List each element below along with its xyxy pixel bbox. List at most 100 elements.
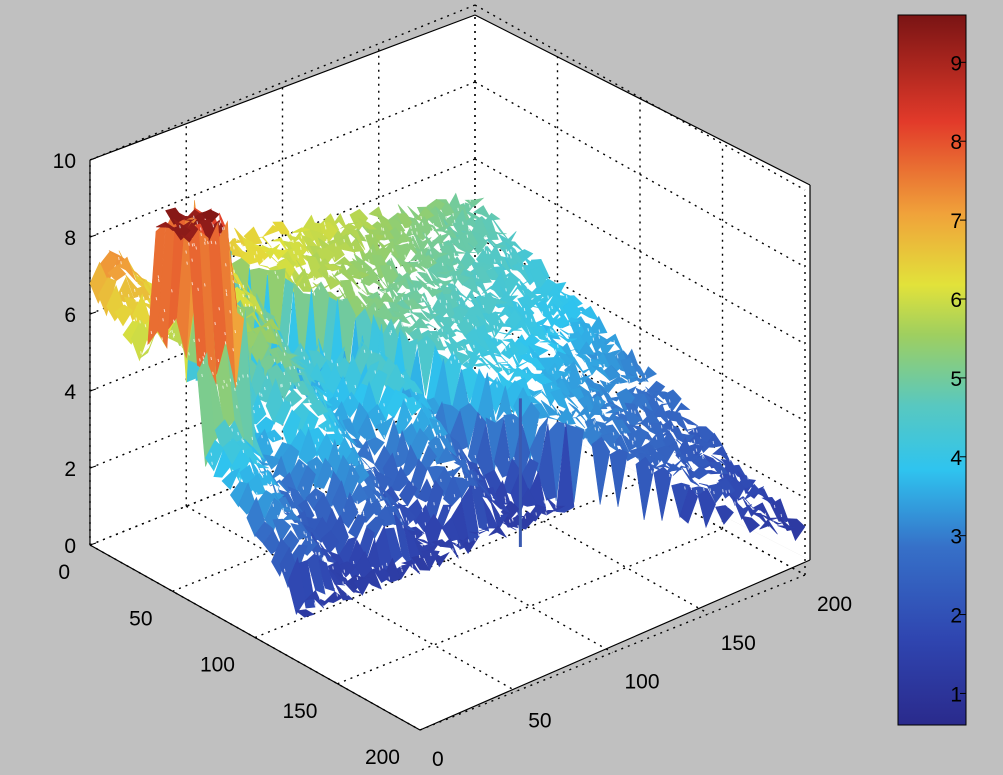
noise-speck [447, 506, 450, 510]
noise-speck [475, 252, 477, 256]
noise-speck [314, 604, 317, 609]
noise-speck [337, 389, 339, 393]
noise-speck [370, 499, 372, 504]
y-tick-label: 200 [365, 746, 400, 769]
noise-speck [369, 216, 371, 220]
surface-patch [379, 485, 399, 506]
noise-speck [734, 501, 736, 505]
noise-speck [558, 331, 561, 335]
noise-speck [242, 284, 245, 288]
noise-speck [258, 470, 260, 474]
noise-speck [253, 255, 256, 259]
noise-speck [446, 236, 449, 240]
noise-speck [578, 323, 581, 328]
noise-speck [300, 518, 302, 522]
noise-speck [474, 454, 477, 459]
noise-speck [430, 260, 433, 264]
noise-speck [313, 602, 316, 606]
noise-speck [452, 465, 454, 469]
noise-speck [628, 378, 631, 383]
noise-speck [623, 432, 626, 436]
surface-patch [489, 499, 509, 531]
noise-speck [507, 458, 510, 462]
surface-patch [422, 298, 441, 315]
noise-speck [412, 240, 414, 245]
noise-speck [613, 443, 616, 447]
noise-speck [416, 231, 418, 235]
surface-patch [434, 205, 454, 228]
surface-patch [447, 256, 466, 270]
noise-speck [400, 231, 403, 235]
noise-speck [453, 494, 456, 498]
noise-speck [334, 243, 337, 247]
colorbar-tick-label: 8 [950, 131, 962, 154]
noise-speck [262, 258, 264, 262]
noise-speck [273, 358, 276, 362]
surface-patch [533, 375, 553, 385]
noise-speck [214, 241, 217, 245]
surface-patch [303, 266, 324, 281]
noise-speck [282, 398, 285, 402]
surface-patch [408, 263, 428, 273]
noise-speck [201, 373, 203, 378]
noise-speck [598, 329, 601, 333]
noise-speck [660, 425, 663, 429]
noise-speck [341, 587, 343, 591]
noise-speck [457, 359, 460, 364]
noise-speck [432, 223, 435, 227]
noise-speck [381, 227, 383, 231]
noise-speck [470, 474, 473, 478]
noise-speck [374, 370, 377, 374]
surface-patch [320, 530, 340, 555]
noise-speck [586, 385, 589, 389]
surface-patch [683, 452, 703, 462]
noise-speck [702, 455, 704, 460]
noise-speck [256, 459, 259, 464]
surface-patch [273, 399, 293, 426]
noise-speck [298, 383, 300, 387]
noise-speck [486, 535, 489, 539]
noise-speck [281, 338, 283, 343]
surface-patch [715, 505, 734, 525]
noise-speck [508, 519, 511, 523]
noise-speck [202, 360, 205, 365]
noise-speck [422, 533, 424, 537]
noise-speck [372, 286, 375, 290]
surface-patch [272, 518, 292, 543]
noise-speck [536, 309, 539, 313]
noise-speck [138, 295, 140, 299]
noise-speck [357, 457, 360, 461]
surface-patch [341, 462, 360, 500]
noise-speck [234, 329, 237, 334]
noise-speck [120, 261, 122, 265]
noise-speck [407, 324, 410, 329]
noise-speck [397, 452, 399, 456]
noise-speck [496, 338, 499, 342]
noise-speck [459, 543, 461, 547]
noise-speck [277, 514, 279, 519]
noise-speck [696, 429, 698, 433]
surface-patch [396, 508, 415, 532]
y-tick-label: 150 [282, 700, 317, 723]
surface-patch [254, 521, 274, 544]
surface-patch [262, 224, 282, 238]
surface-patch [414, 537, 433, 546]
noise-speck [458, 455, 461, 459]
noise-speck [483, 293, 485, 297]
noise-speck [555, 505, 557, 509]
noise-speck [225, 292, 228, 297]
noise-speck [475, 275, 478, 279]
noise-speck [393, 296, 396, 300]
noise-speck [383, 434, 386, 439]
noise-speck [422, 277, 424, 282]
noise-speck [469, 198, 471, 202]
noise-speck [210, 240, 213, 244]
noise-speck [326, 239, 328, 243]
surface-patch [709, 461, 729, 475]
surface-patch [349, 208, 369, 232]
noise-speck [407, 520, 410, 524]
surface-patch [481, 285, 500, 294]
noise-speck [455, 287, 458, 291]
noise-speck [575, 352, 578, 356]
noise-speck [314, 277, 317, 281]
